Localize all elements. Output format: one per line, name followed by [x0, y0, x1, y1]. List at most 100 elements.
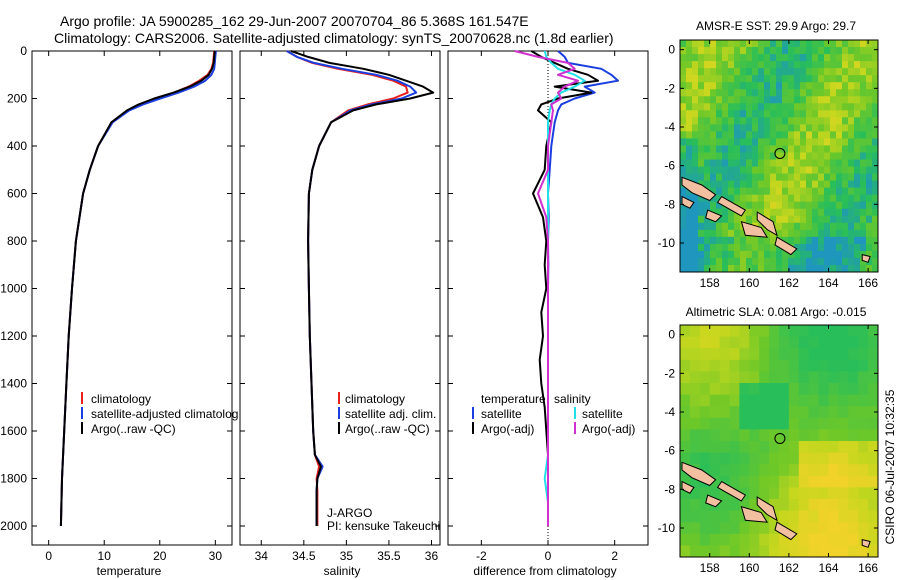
heatmap-cell — [818, 417, 829, 430]
heatmap-cell — [770, 194, 777, 203]
heatmap-cell — [866, 243, 873, 252]
heatmap-cell — [709, 522, 720, 535]
heatmap-cell — [729, 336, 740, 349]
heatmap-cell — [680, 417, 691, 430]
heatmap-cell — [692, 208, 699, 217]
heatmap-cell — [769, 406, 780, 419]
heatmap-cell — [842, 166, 849, 174]
heatmap-cell — [689, 522, 701, 535]
legend-label-temp-satellite: satellite — [481, 407, 522, 421]
heatmap-cell — [716, 166, 723, 174]
heatmap-cell — [800, 61, 807, 69]
heatmap-cell — [842, 75, 849, 83]
heatmap-cell — [686, 54, 693, 62]
heatmap-cell — [749, 394, 760, 407]
heatmap-cell — [848, 152, 855, 160]
heatmap-cell — [776, 131, 783, 139]
heatmap-cell — [728, 250, 735, 259]
heatmap-cell — [812, 82, 819, 90]
heatmap-cell — [704, 201, 711, 210]
heatmap-cell — [739, 499, 750, 511]
heatmap-cell — [692, 229, 699, 238]
heatmap-cell — [759, 406, 770, 419]
heatmap-cell — [828, 533, 839, 546]
heatmap-cell — [749, 371, 760, 384]
heatmap-cell — [794, 250, 801, 259]
heatmap-cell — [686, 173, 693, 182]
heatmap-cell — [866, 229, 873, 238]
heatmap-cell — [704, 264, 711, 273]
heatmap-cell — [868, 336, 879, 349]
heatmap-cell — [719, 475, 730, 488]
heatmap-cell — [818, 229, 825, 238]
heatmap-cell — [824, 215, 831, 224]
heatmap-cell — [800, 187, 807, 196]
heatmap-cell — [728, 208, 735, 217]
temperature-xaxis: 0 10 20 30 — [32, 50, 232, 563]
heatmap-cell — [686, 187, 693, 196]
heatmap-cell — [798, 475, 810, 488]
heatmap-cell — [782, 236, 789, 245]
heatmap-cell — [759, 417, 770, 430]
heatmap-cell — [868, 499, 879, 511]
heatmap-cell — [848, 510, 859, 523]
heatmap-cell — [848, 222, 855, 231]
heatmap-cell — [812, 68, 819, 76]
heatmap-cell — [782, 215, 789, 224]
heatmap-cell — [872, 138, 879, 146]
heatmap-cell — [842, 110, 849, 118]
heatmap-cell — [782, 187, 789, 196]
heatmap-cell — [710, 222, 717, 231]
heatmap-cell — [729, 545, 740, 558]
heatmap-cell — [824, 180, 831, 189]
heatmap-cell — [836, 54, 843, 62]
heatmap-cell — [782, 180, 789, 189]
heatmap-cell — [734, 138, 741, 146]
heatmap-cell — [739, 359, 750, 372]
heatmap-cell — [722, 54, 729, 62]
heatmap-cell — [848, 89, 855, 97]
heatmap-cell — [788, 475, 800, 488]
heatmap-cell — [692, 68, 699, 76]
heatmap-cell — [680, 47, 687, 55]
heatmap-cell — [758, 187, 765, 196]
heatmap-cell — [734, 103, 741, 111]
heatmap-cell — [798, 406, 810, 419]
heatmap-cell — [770, 117, 777, 125]
heatmap-cell — [782, 159, 789, 167]
heatmap-cell — [794, 75, 801, 83]
heatmap-cell — [734, 243, 741, 252]
heatmap-cell — [686, 166, 693, 174]
heatmap-cell — [782, 145, 789, 153]
heatmap-cell — [828, 429, 839, 442]
heatmap-cell — [758, 47, 765, 55]
heatmap-cell — [734, 236, 741, 245]
heatmap-cell — [689, 452, 701, 465]
heatmap-cell — [680, 336, 691, 349]
heatmap-cell — [794, 180, 801, 189]
heatmap-cell — [734, 173, 741, 182]
heatmap-cell — [824, 257, 831, 266]
heatmap-cell — [860, 159, 867, 167]
heatmap-cell — [739, 545, 750, 558]
x-tick-label: 0 — [45, 549, 52, 563]
heatmap-cell — [776, 159, 783, 167]
heatmap-cell — [842, 180, 849, 189]
heatmap-cell — [842, 61, 849, 69]
heatmap-cell — [734, 82, 741, 90]
heatmap-cell — [854, 264, 861, 273]
heatmap-cell — [872, 82, 879, 90]
heatmap-cell — [812, 110, 819, 118]
sla-map-title: Altimetric SLA: 0.081 Argo: -0.015 — [686, 305, 867, 319]
heatmap-cell — [686, 229, 693, 238]
x-tick-label: 34 — [255, 549, 269, 563]
heatmap-cell — [782, 194, 789, 203]
x-tick-label: 158 — [700, 276, 720, 290]
heatmap-cell — [854, 201, 861, 210]
heatmap-cell — [824, 243, 831, 252]
heatmap-cell — [808, 452, 819, 465]
heatmap-cell — [788, 208, 795, 217]
heatmap-cell — [752, 89, 759, 97]
heatmap-cell — [788, 522, 800, 535]
heatmap-cell — [740, 68, 747, 76]
